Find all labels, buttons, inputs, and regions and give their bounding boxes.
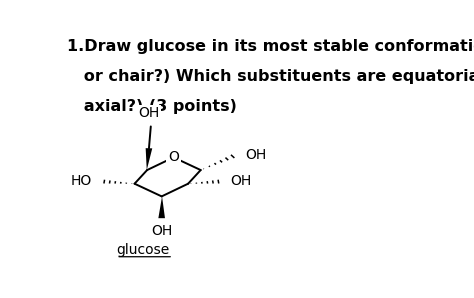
- Text: 1.Draw glucose in its most stable conformation. (Hint: boat: 1.Draw glucose in its most stable confor…: [66, 39, 474, 54]
- Text: O: O: [168, 150, 179, 164]
- Text: OH: OH: [138, 106, 160, 120]
- Text: OH: OH: [230, 174, 252, 188]
- Text: HO: HO: [71, 174, 92, 188]
- Text: axial?) (3 points): axial?) (3 points): [66, 99, 237, 114]
- Text: or chair?) Which substituents are equatorial? Which are: or chair?) Which substituents are equato…: [66, 69, 474, 84]
- Text: OH: OH: [151, 224, 172, 238]
- Polygon shape: [146, 148, 152, 170]
- Polygon shape: [158, 196, 165, 218]
- Text: glucose: glucose: [116, 243, 169, 257]
- Text: OH: OH: [245, 148, 266, 162]
